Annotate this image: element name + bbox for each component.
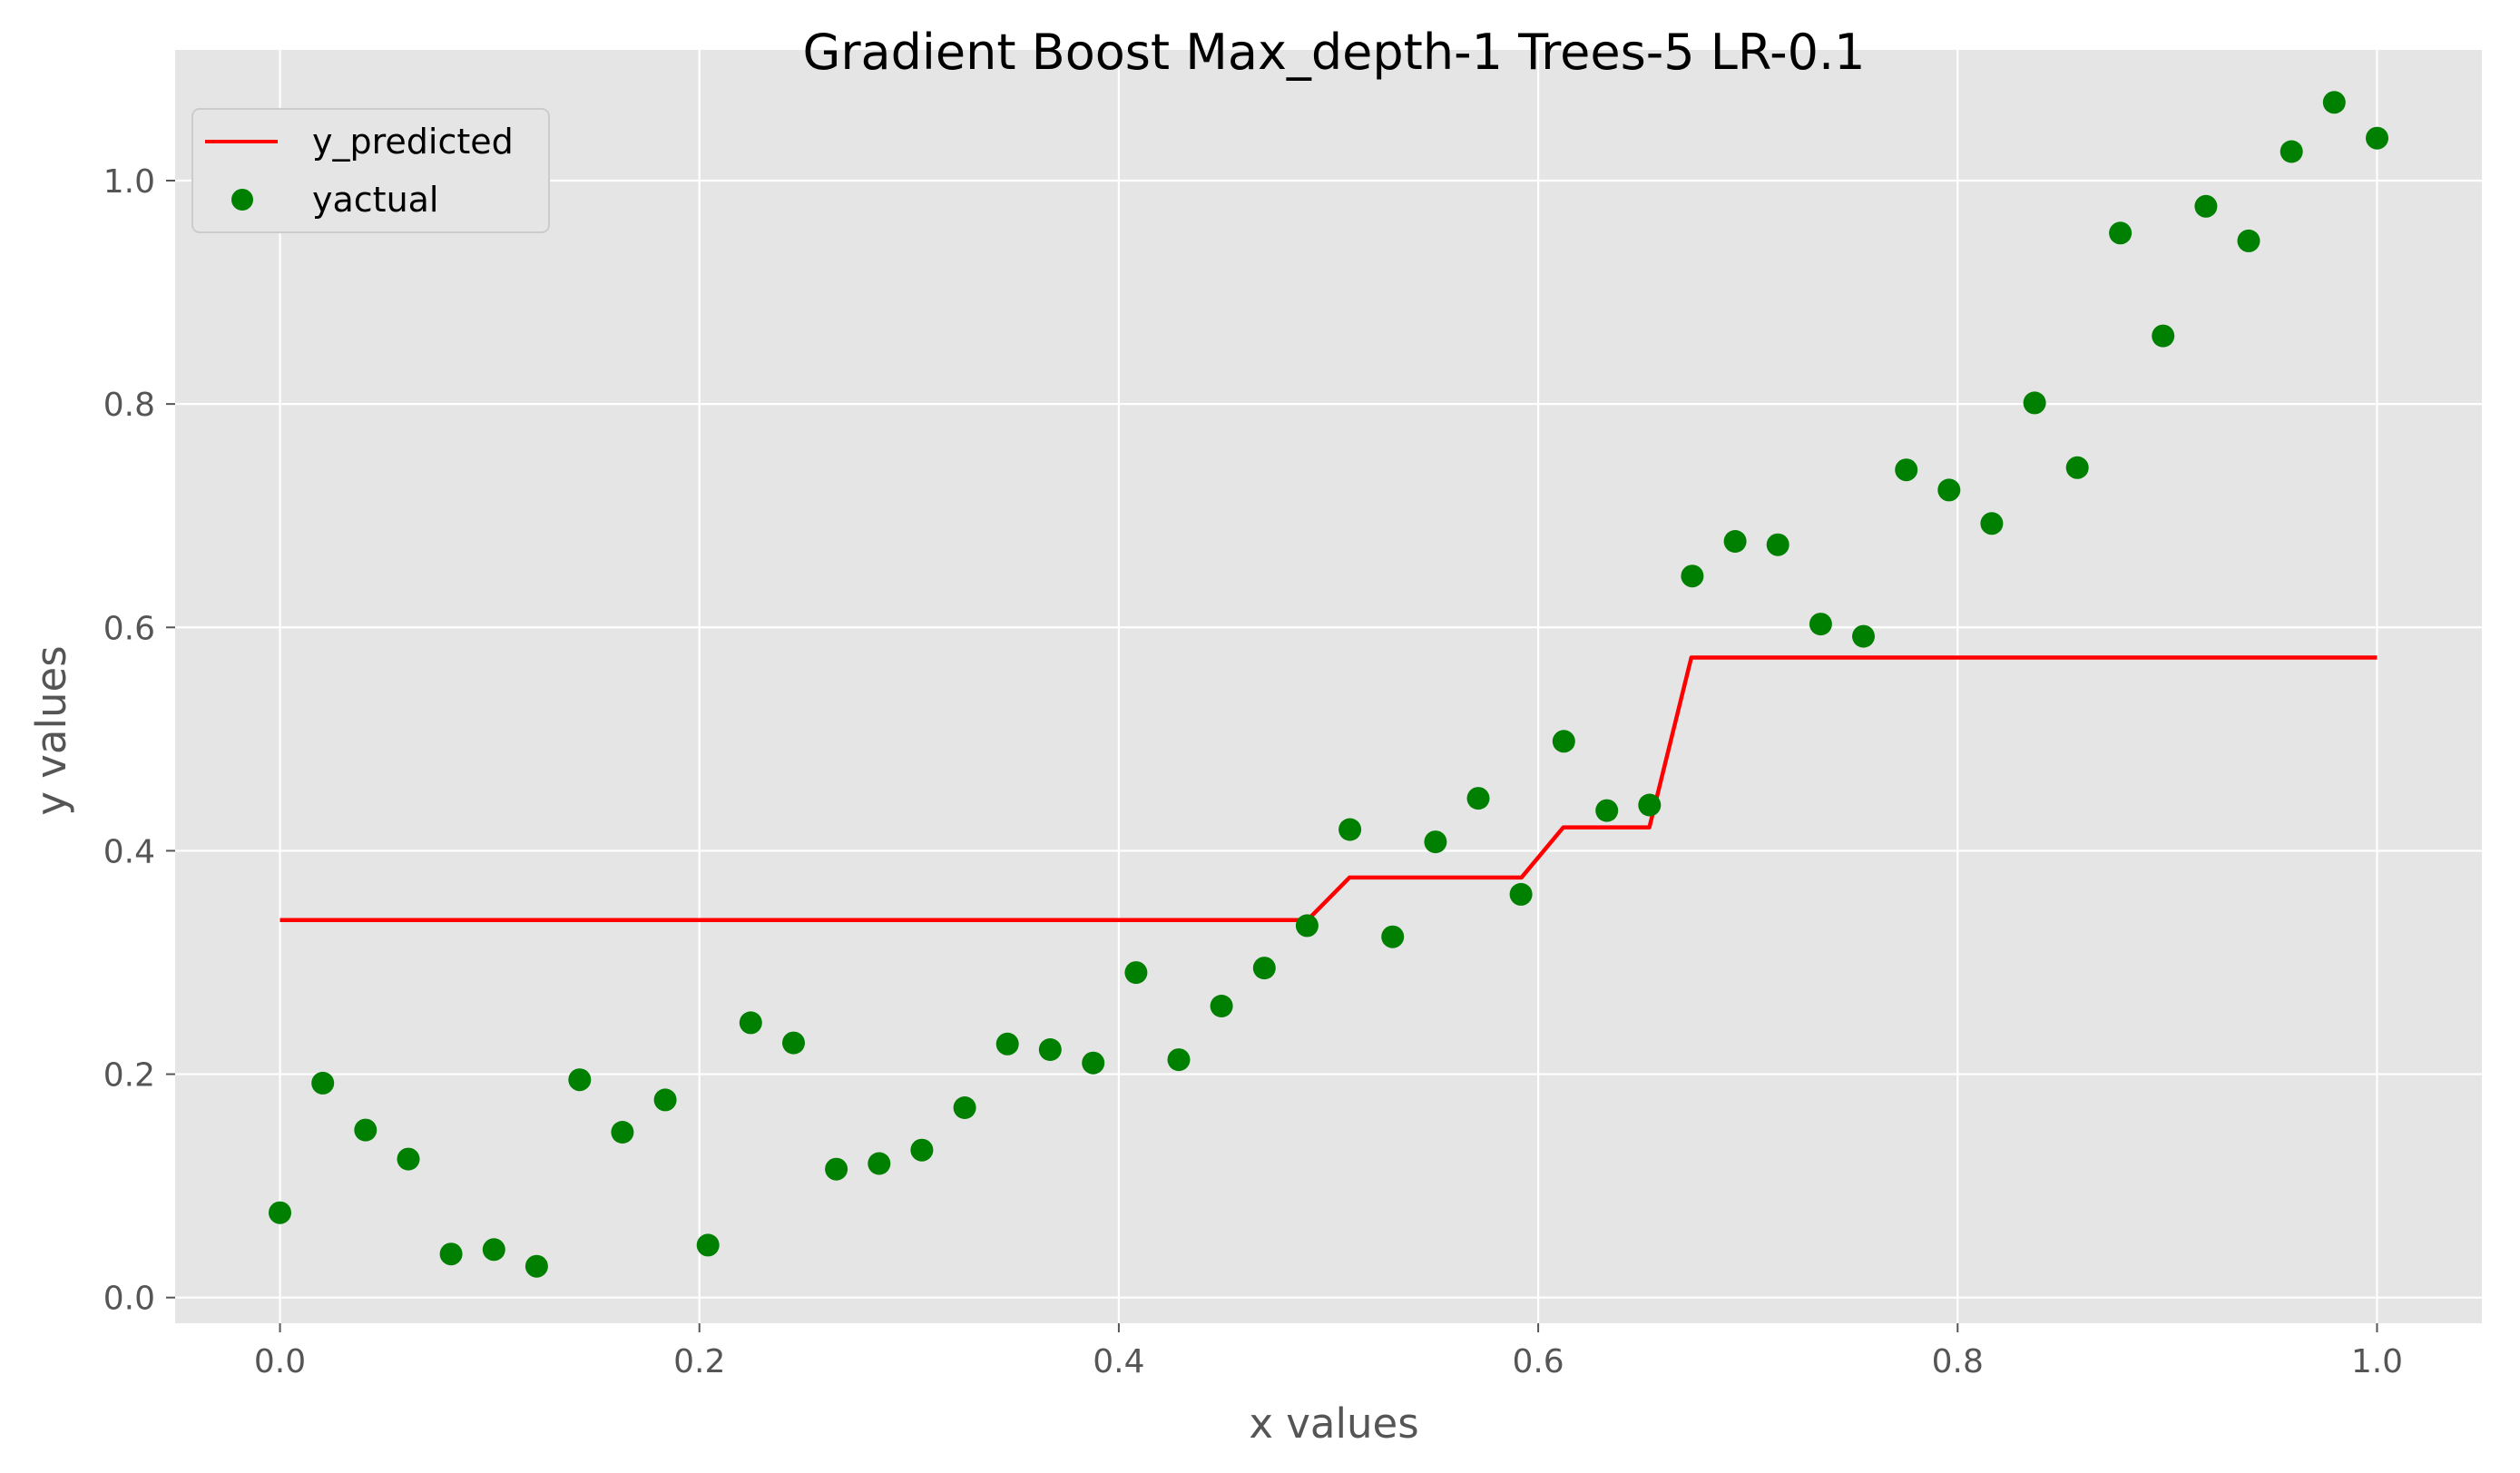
- yactual-point: [1809, 613, 1832, 636]
- chart-title: Gradient Boost Max_depth-1 Trees-5 LR-0.…: [802, 24, 1865, 81]
- legend-box: [191, 108, 550, 233]
- yactual-point: [1466, 787, 1490, 810]
- x-tick-label: 0.2: [673, 1343, 725, 1380]
- yactual-point: [1424, 830, 1447, 854]
- yactual-point: [1852, 624, 1875, 648]
- yactual-point: [1895, 458, 1918, 482]
- y-axis-ticks: 0.0 0.2 0.4 0.6 0.8 1.0: [103, 163, 175, 1318]
- yactual-point: [782, 1031, 805, 1055]
- y-tick-label: 0.8: [103, 387, 155, 424]
- yactual-point: [397, 1147, 420, 1171]
- y-tick-label: 0.4: [103, 833, 155, 870]
- yactual-point: [1252, 957, 1276, 980]
- plot-area: [175, 50, 2482, 1323]
- yactual-point: [2322, 91, 2346, 114]
- yactual-point: [1338, 818, 1362, 841]
- yactual-point: [653, 1088, 677, 1112]
- yactual-point: [1167, 1048, 1191, 1072]
- y-tick-label: 0.6: [103, 610, 155, 647]
- x-tick-label: 0.8: [1932, 1343, 1984, 1380]
- yactual-point: [2109, 221, 2133, 245]
- yactual-point: [910, 1138, 934, 1162]
- yactual-point: [1038, 1038, 1062, 1061]
- yactual-point: [868, 1152, 891, 1175]
- y-tick-label: 0.2: [103, 1057, 155, 1095]
- yactual-point: [525, 1254, 548, 1278]
- legend-label-yactual: yactual: [312, 180, 439, 220]
- x-tick-label: 0.0: [254, 1343, 306, 1380]
- yactual-point: [825, 1157, 848, 1181]
- yactual-point: [1766, 533, 1789, 556]
- yactual-point: [2366, 126, 2388, 150]
- series-yactual: [269, 91, 2388, 1278]
- yactual-point: [2023, 391, 2046, 415]
- legend-label-y-predicted: y_predicted: [312, 122, 514, 162]
- yactual-point: [1124, 961, 1148, 985]
- yactual-point: [1509, 882, 1533, 906]
- legend: y_predicted yactual: [191, 108, 550, 233]
- y-predicted-line: [279, 655, 2378, 922]
- y-tick-label: 1.0: [103, 163, 155, 201]
- y-axis-label: y values: [27, 645, 75, 815]
- yactual-point: [2194, 194, 2218, 218]
- yactual-point: [953, 1096, 976, 1119]
- yactual-point: [1381, 925, 1405, 948]
- yactual-point: [1937, 478, 1961, 502]
- x-axis-label: x values: [1249, 1399, 1418, 1448]
- grid: [175, 50, 2482, 1323]
- legend-point-swatch: [231, 189, 253, 211]
- yactual-point: [1295, 914, 1319, 938]
- yactual-point: [1210, 995, 1233, 1017]
- yactual-point: [568, 1068, 592, 1092]
- y-tick-label: 0.0: [103, 1281, 155, 1318]
- yactual-point: [739, 1011, 762, 1035]
- yactual-point: [611, 1121, 634, 1144]
- yactual-point: [2237, 229, 2260, 252]
- yactual-point: [311, 1071, 335, 1095]
- yactual-point: [482, 1238, 505, 1262]
- yactual-point: [269, 1201, 291, 1224]
- yactual-point: [1980, 512, 2004, 535]
- x-tick-label: 1.0: [2351, 1343, 2403, 1380]
- x-axis-ticks: 0.0 0.2 0.4 0.6 0.8 1.0: [254, 1323, 2403, 1380]
- yactual-point: [439, 1242, 463, 1266]
- yactual-point: [1082, 1051, 1105, 1075]
- yactual-point: [1723, 530, 1747, 553]
- yactual-point: [1638, 793, 1662, 817]
- yactual-point: [995, 1032, 1019, 1056]
- yactual-point: [2152, 324, 2175, 348]
- x-tick-label: 0.4: [1093, 1343, 1144, 1380]
- yactual-point: [2280, 140, 2303, 163]
- series-y-predicted: [279, 655, 2378, 922]
- yactual-point: [354, 1118, 378, 1142]
- yactual-point: [1552, 730, 1575, 753]
- yactual-point: [1595, 799, 1619, 822]
- yactual-point: [696, 1233, 720, 1257]
- yactual-point: [2065, 456, 2089, 479]
- yactual-point: [1681, 565, 1704, 588]
- x-tick-label: 0.6: [1512, 1343, 1564, 1380]
